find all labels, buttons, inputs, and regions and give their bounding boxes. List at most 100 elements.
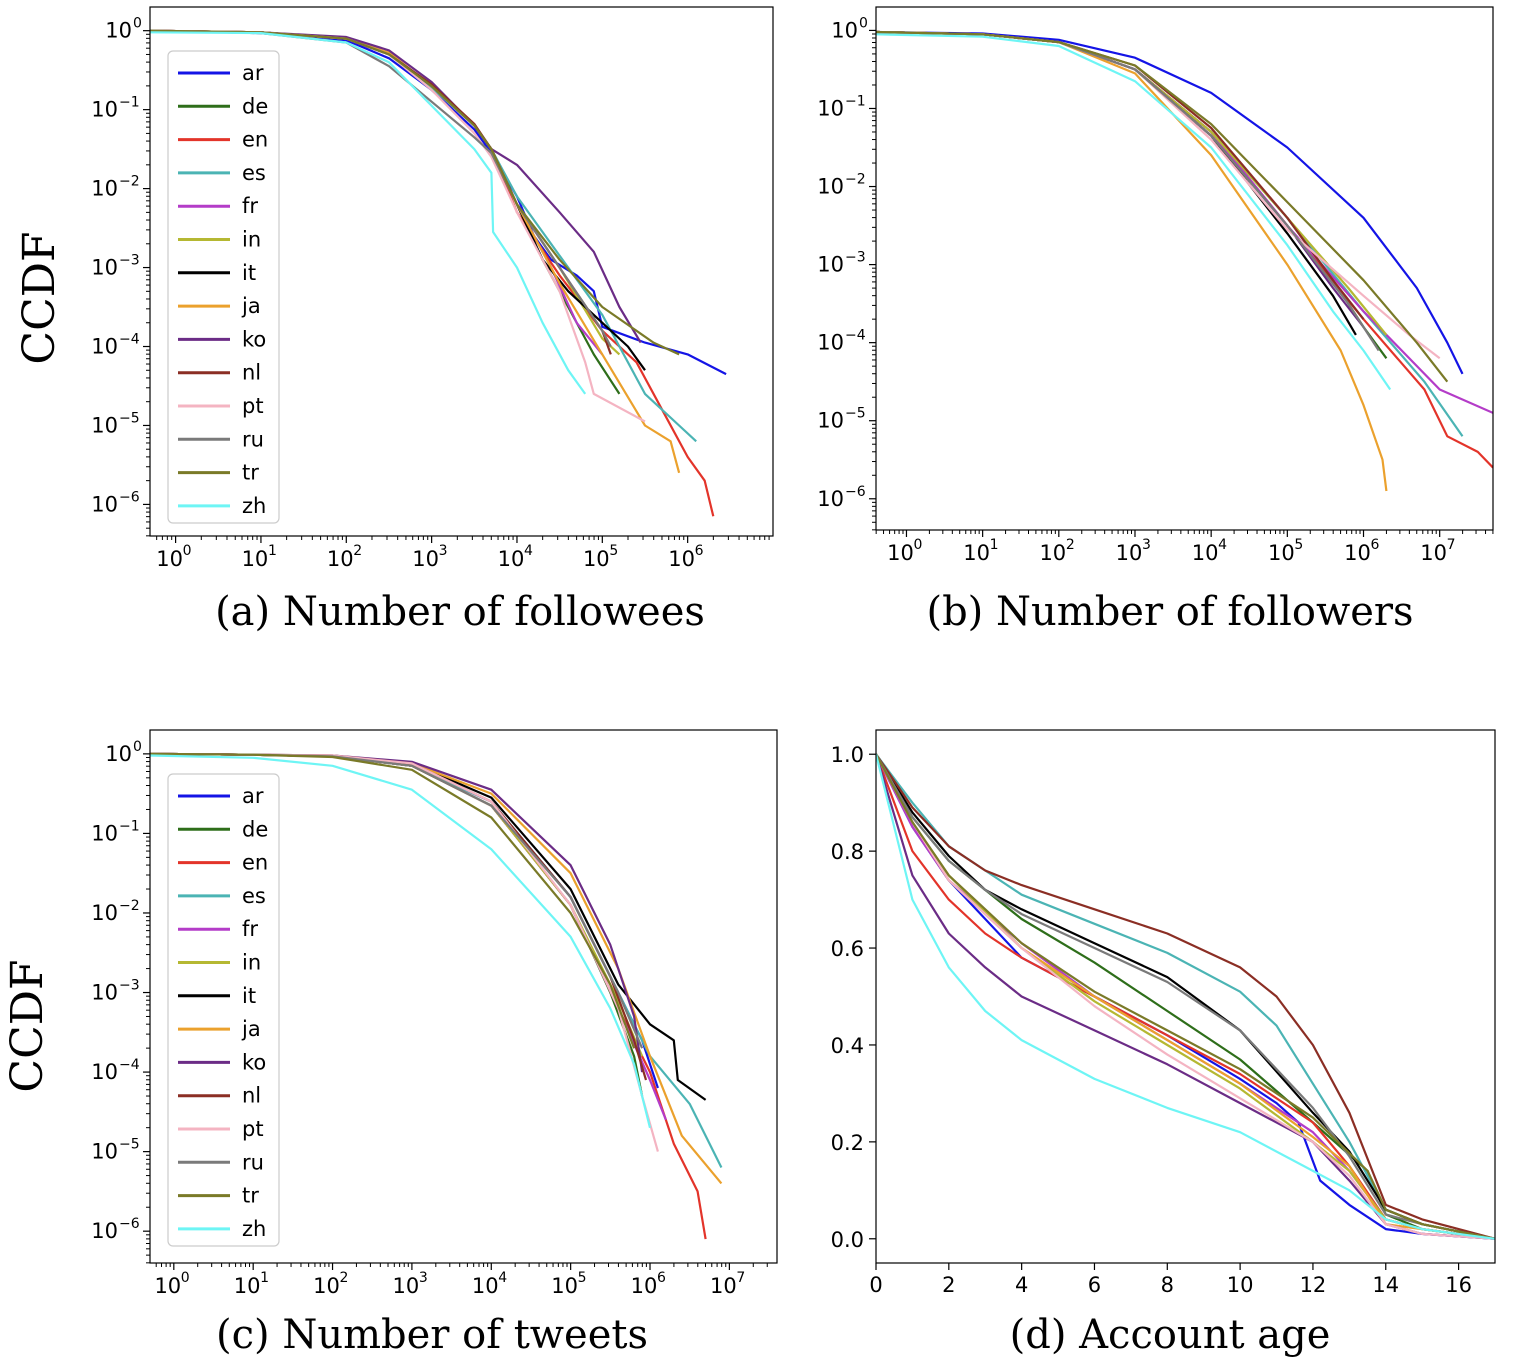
series-line-d-en	[876, 753, 1495, 1240]
legend-box-a	[167, 50, 280, 524]
series-line-d-es	[876, 753, 1495, 1240]
series-line-c-zh	[150, 754, 652, 1129]
legend-label-it: it	[242, 261, 256, 285]
y-tick-exp-b: −3	[845, 250, 866, 266]
y-tick-label-b: 10	[817, 409, 844, 433]
legend-label-es: es	[242, 884, 266, 908]
x-tick-label-a: 10	[412, 547, 439, 571]
legend-label-es: es	[242, 161, 266, 185]
y-tick-exp-a: −5	[119, 410, 140, 426]
x-tick-label-c: 10	[393, 1274, 420, 1298]
y-tick-exp-a: −2	[119, 174, 140, 190]
legend-label-ja: ja	[241, 294, 261, 318]
y-tick-exp-c: −6	[119, 1216, 140, 1232]
y-axis-label-bottom: CCDF	[2, 959, 53, 1092]
series-line-b-tr	[876, 30, 1449, 383]
x-tick-label-c: 10	[154, 1274, 181, 1298]
y-tick-exp-b: −4	[845, 328, 866, 344]
y-tick-label-d: 0.4	[831, 1034, 864, 1058]
x-tick-exp-c: 0	[181, 1270, 190, 1286]
legend-label-ko: ko	[242, 327, 266, 351]
series-line-b-in	[876, 30, 1388, 336]
x-tick-exp-b: 6	[1371, 537, 1380, 553]
x-tick-exp-a: 2	[353, 543, 362, 559]
y-tick-exp-c: −2	[119, 898, 140, 914]
y-tick-label-a: 10	[91, 335, 118, 359]
x-tick-label-a: 10	[156, 547, 183, 571]
series-line-d-it	[876, 753, 1495, 1240]
series-line-b-en	[876, 30, 1493, 469]
x-tick-label-b: 10	[1192, 541, 1219, 565]
panel-a: 10 0 10 1 10 2 10 3 10 4 10 5 10 610 010 −110 −210 −310 −4…	[91, 6, 774, 635]
x-tick-label-a: 10	[327, 547, 354, 571]
x-tick-label-b: 10	[963, 541, 990, 565]
legend-label-in: in	[242, 228, 261, 252]
series-line-b-ru	[876, 30, 1380, 352]
y-tick-label-c: 10	[91, 901, 118, 925]
y-tick-label-b: 10	[817, 253, 844, 277]
y-tick-label-c: 10	[91, 821, 118, 845]
legend-a: ar de en es fr in it ja ko nl pt ru tr zh	[167, 50, 280, 524]
legend-label-ru: ru	[242, 1150, 264, 1174]
y-tick-label-c: 10	[91, 1060, 118, 1084]
panel-caption-b: (b) Number of followers	[926, 589, 1413, 635]
panel-d: 0 2 4 6 8 10 12 14 16 0.0 0.2 0.4 0.6 0.8 1.0 (d) Accou…	[831, 729, 1496, 1358]
x-tick-exp-b: 4	[1218, 537, 1227, 553]
legend-box-c	[167, 773, 280, 1247]
x-tick-label-d: 16	[1445, 1273, 1472, 1297]
y-tick-exp-c: −3	[119, 978, 140, 994]
panel-b: 10 0 10 1 10 2 10 3 10 4 10 5 10 6 10 710 010 −110 −210 −31…	[817, 6, 1494, 635]
series-line-d-nl	[876, 753, 1495, 1240]
x-tick-label-c: 10	[631, 1274, 658, 1298]
x-tick-exp-c: 6	[657, 1270, 666, 1286]
y-tick-label-c: 10	[105, 742, 132, 766]
x-tick-label-c: 10	[313, 1274, 340, 1298]
series-line-d-fr	[876, 753, 1495, 1240]
series-line-d-pt	[876, 753, 1495, 1240]
legend-label-pt: pt	[242, 394, 264, 418]
x-tick-label-b: 10	[1039, 541, 1066, 565]
series-line-d-ar	[876, 753, 1495, 1240]
series-line-b-fr	[876, 30, 1493, 414]
y-tick-label-a: 10	[91, 177, 118, 201]
legend-c: ar de en es fr in it ja ko nl pt ru tr zh	[167, 773, 280, 1247]
legend-label-tr: tr	[242, 1184, 259, 1208]
x-tick-exp-c: 7	[736, 1270, 745, 1286]
x-tick-label-d: 12	[1300, 1273, 1327, 1297]
x-tick-label-d: 14	[1372, 1273, 1399, 1297]
x-tick-exp-c: 4	[498, 1270, 507, 1286]
x-tick-label-b: 10	[1344, 541, 1371, 565]
x-tick-label-a: 10	[242, 547, 269, 571]
series-line-d-ja	[876, 753, 1495, 1240]
legend-label-en: en	[242, 851, 268, 875]
y-tick-label-a: 10	[91, 413, 118, 437]
series-group-d	[876, 753, 1495, 1240]
legend-label-pt: pt	[242, 1117, 264, 1141]
x-tick-label-d: 0	[869, 1273, 882, 1297]
y-tick-exp-a: 0	[133, 16, 142, 32]
legend-label-en: en	[242, 128, 268, 152]
x-tick-exp-b: 7	[1447, 537, 1456, 553]
panel-caption-d: (d) Account age	[1010, 1312, 1331, 1358]
y-tick-exp-a: −6	[119, 489, 140, 505]
legend-label-zh: zh	[242, 494, 266, 518]
y-tick-label-d: 0.0	[831, 1228, 864, 1252]
legend-label-de: de	[242, 817, 268, 841]
legend-label-de: de	[242, 94, 268, 118]
y-tick-label-a: 10	[105, 19, 132, 43]
y-tick-exp-a: −4	[119, 332, 140, 348]
y-tick-label-c: 10	[91, 1219, 118, 1243]
legend-label-nl: nl	[242, 361, 261, 385]
y-tick-label-a: 10	[91, 256, 118, 280]
y-tick-label-b: 10	[831, 18, 858, 42]
legend-label-ko: ko	[242, 1050, 266, 1074]
legend-label-ja: ja	[241, 1017, 261, 1041]
y-tick-label-a: 10	[91, 98, 118, 122]
x-tick-label-c: 10	[551, 1274, 578, 1298]
legend-label-ru: ru	[242, 427, 264, 451]
y-tick-label-d: 0.8	[831, 840, 864, 864]
x-tick-label-a: 10	[668, 547, 695, 571]
legend-label-ar: ar	[242, 784, 264, 808]
y-tick-exp-b: 0	[859, 15, 868, 31]
